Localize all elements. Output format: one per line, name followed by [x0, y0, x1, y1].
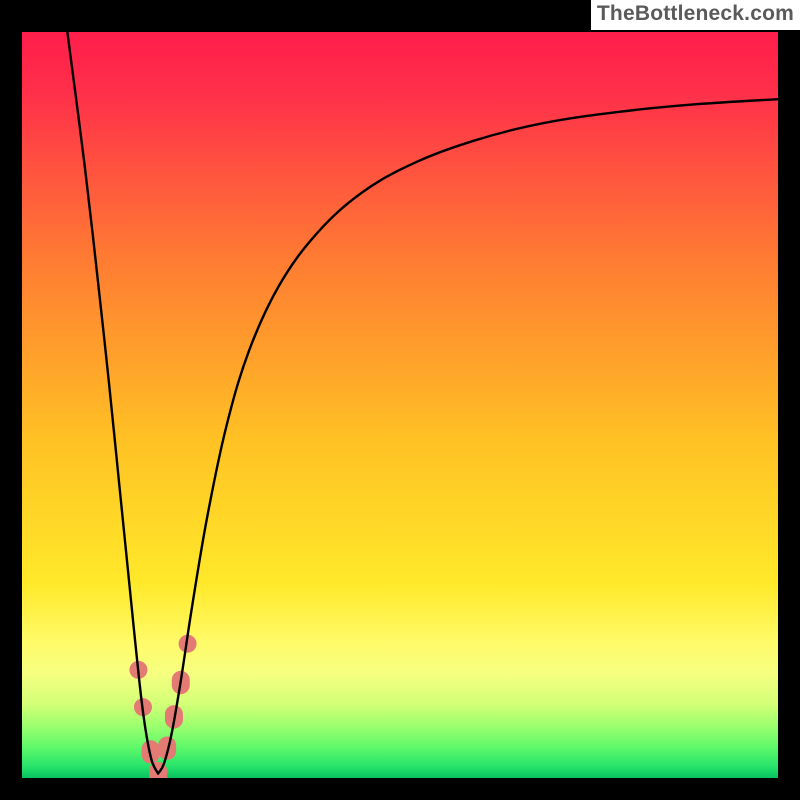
curve-layer: [22, 32, 778, 778]
curve-right-branch: [158, 99, 778, 773]
plot-area: [22, 32, 778, 778]
curve-left-branch: [67, 32, 158, 774]
watermark-label: TheBottleneck.com: [591, 0, 800, 30]
chart-frame: TheBottleneck.com: [0, 0, 800, 800]
data-markers: [129, 635, 196, 778]
watermark-text: TheBottleneck.com: [597, 2, 794, 25]
